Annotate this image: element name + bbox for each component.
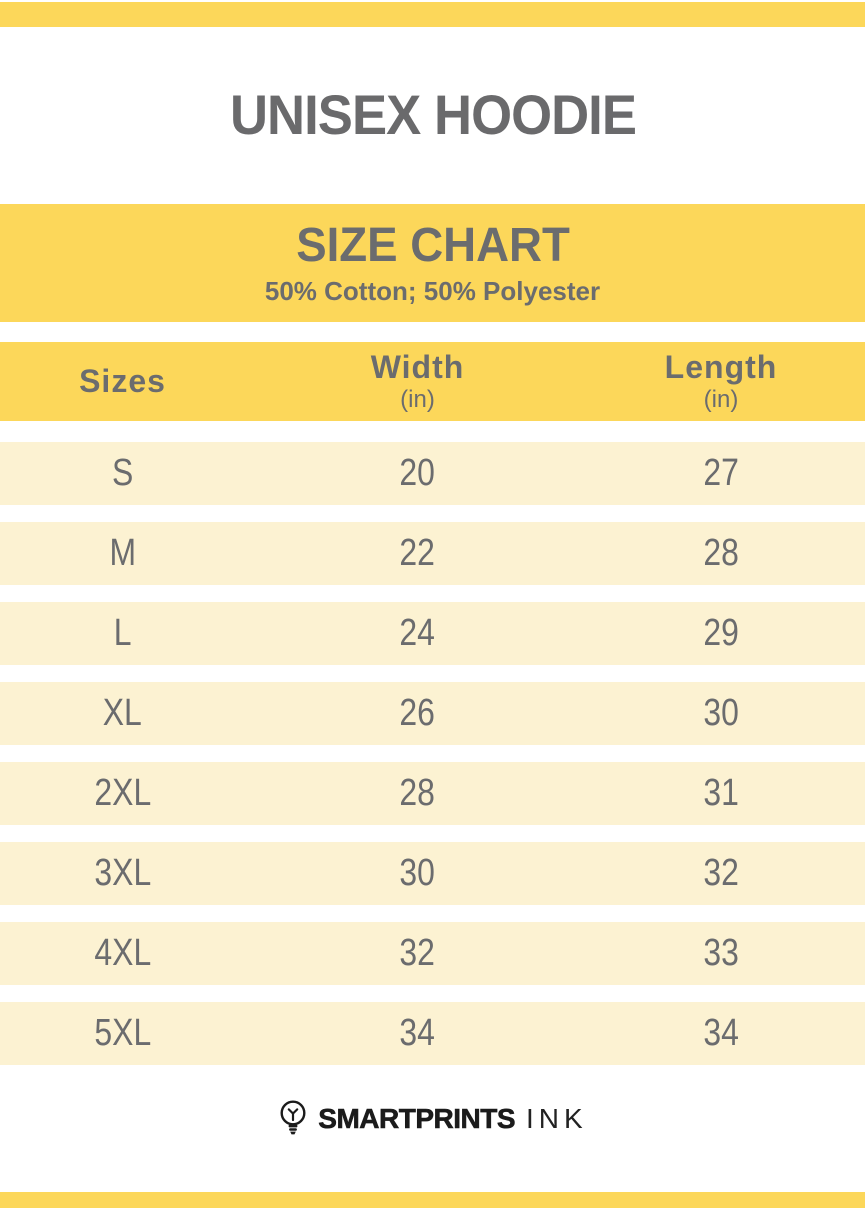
header-unit-length: (in) (703, 386, 739, 414)
top-accent-bar (0, 2, 865, 27)
size-cell: XL (102, 692, 143, 734)
header-unit-width: (in) (400, 386, 435, 414)
bottom-accent-bar (0, 1192, 865, 1208)
table-row: 4XL 32 33 (0, 922, 865, 985)
footer-logo: SMARTPRINTS INK (0, 1096, 865, 1142)
table-row: S 20 27 (0, 442, 865, 505)
table-body: S 20 27 M 22 28 L 24 29 XL 26 30 2XL 28 (0, 442, 865, 1082)
material-text: 50% Cotton; 50% Polyester (264, 276, 601, 306)
length-cell: 34 (703, 1012, 739, 1054)
header-cell-length: Length (in) (590, 342, 852, 421)
size-cell: 5XL (94, 1012, 151, 1054)
table-row: M 22 28 (0, 522, 865, 585)
length-cell: 29 (703, 612, 739, 654)
width-cell: 26 (399, 692, 436, 734)
length-cell: 31 (703, 772, 739, 814)
header-cell-width: Width (in) (245, 342, 590, 421)
width-cell: 28 (399, 772, 436, 814)
page-title-text: UNISEX HOODIE (229, 82, 636, 146)
header-label-length: Length (664, 349, 778, 386)
width-cell: 34 (399, 1012, 436, 1054)
length-cell: 28 (703, 532, 739, 574)
width-cell: 30 (399, 852, 436, 894)
brand-name-light: INK (526, 1103, 588, 1134)
size-chart-banner: SIZE CHART 50% Cotton; 50% Polyester (0, 204, 865, 322)
width-cell: 32 (399, 932, 436, 974)
size-cell: 4XL (94, 932, 151, 974)
page-title: UNISEX HOODIE (0, 83, 865, 146)
table-row: 2XL 28 31 (0, 762, 865, 825)
size-chart-heading: SIZE CHART (295, 219, 570, 272)
header-label-width: Width (370, 349, 465, 386)
table-row: XL 26 30 (0, 682, 865, 745)
size-cell: M (109, 532, 136, 574)
table-row: 3XL 30 32 (0, 842, 865, 905)
width-cell: 22 (399, 532, 436, 574)
table-row: L 24 29 (0, 602, 865, 665)
lightbulb-icon (280, 1100, 306, 1135)
width-cell: 24 (399, 612, 436, 654)
header-label-sizes: Sizes (79, 363, 166, 400)
length-cell: 33 (703, 932, 739, 974)
size-cell: L (113, 612, 132, 654)
length-cell: 30 (703, 692, 739, 734)
size-cell: 2XL (94, 772, 151, 814)
table-row: 5XL 34 34 (0, 1002, 865, 1065)
length-cell: 27 (703, 452, 739, 494)
table-header-row: Sizes Width (in) Length (in) (0, 342, 865, 421)
header-cell-sizes: Sizes (0, 342, 245, 421)
size-cell: S (111, 452, 134, 494)
length-cell: 32 (703, 852, 739, 894)
width-cell: 20 (399, 452, 436, 494)
size-cell: 3XL (94, 852, 151, 894)
brand-name-bold: SMARTPRINTS (318, 1103, 516, 1135)
